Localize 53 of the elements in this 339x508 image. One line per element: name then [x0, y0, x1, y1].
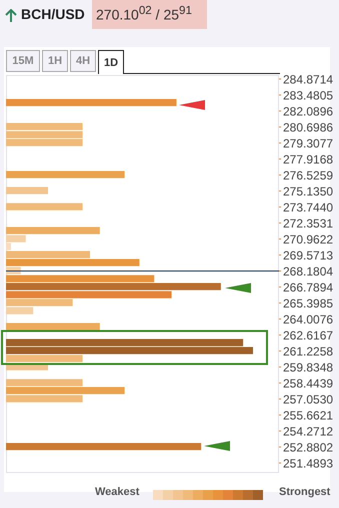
bar [6, 395, 83, 402]
bar [6, 275, 154, 282]
y-tick-label: 265.3985 [283, 296, 334, 310]
y-tick-label: 254.2712 [283, 424, 334, 438]
text: 15M [6, 50, 40, 72]
y-tick-label: 270.9622 [283, 232, 334, 246]
y-tick-label: 268.1804 [283, 264, 334, 278]
bar [6, 291, 172, 298]
y-tick-label: 277.9168 [283, 152, 334, 166]
y-tick-label: 257.0530 [283, 392, 334, 406]
y-tick-label: 262.6167 [283, 328, 334, 342]
text: 1D [98, 50, 124, 74]
y-tick-label: 269.5713 [283, 248, 334, 262]
bar [6, 443, 202, 450]
text: 1H [42, 50, 68, 72]
y-tick-label: 255.6621 [283, 408, 334, 422]
bar [6, 307, 34, 314]
bar [6, 186, 48, 194]
y-tick-label: 252.8802 [283, 440, 334, 454]
chart-title: BCH/USD [21, 6, 85, 22]
y-tick-label: 258.4439 [283, 376, 334, 390]
text: Weakest [95, 486, 140, 498]
bar [6, 299, 73, 306]
bar [6, 227, 100, 234]
y-tick-label: 266.7894 [283, 280, 334, 294]
text: 270.10$^{02}$ / 25$^{91}$ [96, 4, 192, 23]
y-tick-label: 261.2258 [283, 344, 334, 358]
bar [6, 170, 125, 178]
bar [6, 98, 176, 106]
y-tick-label: 279.3077 [283, 136, 334, 150]
y-tick-label: 273.7440 [283, 200, 334, 214]
y-tick-label: 276.5259 [283, 168, 334, 182]
y-tick-label: 280.6986 [283, 120, 334, 134]
text: 4H [70, 50, 96, 72]
y-tick-label: 283.4805 [283, 88, 334, 102]
bar [6, 235, 26, 242]
bar [6, 379, 83, 386]
y-tick-label: 264.0076 [283, 312, 334, 326]
bar [6, 203, 83, 210]
y-tick-label: 259.8348 [283, 360, 334, 374]
bar [6, 251, 90, 258]
text: Strongest [279, 486, 330, 498]
bar [6, 387, 125, 394]
y-tick-label: 251.4893 [283, 456, 334, 470]
bar [6, 243, 11, 250]
bar [6, 258, 140, 266]
bar [6, 355, 83, 362]
y-tick-label: 284.8714 [283, 72, 334, 86]
y-tick-label: 282.0896 [283, 104, 334, 118]
bar [6, 283, 221, 290]
y-tick-label: 272.3531 [283, 216, 334, 230]
y-tick-label: 275.1350 [283, 184, 334, 198]
bar [6, 323, 100, 330]
